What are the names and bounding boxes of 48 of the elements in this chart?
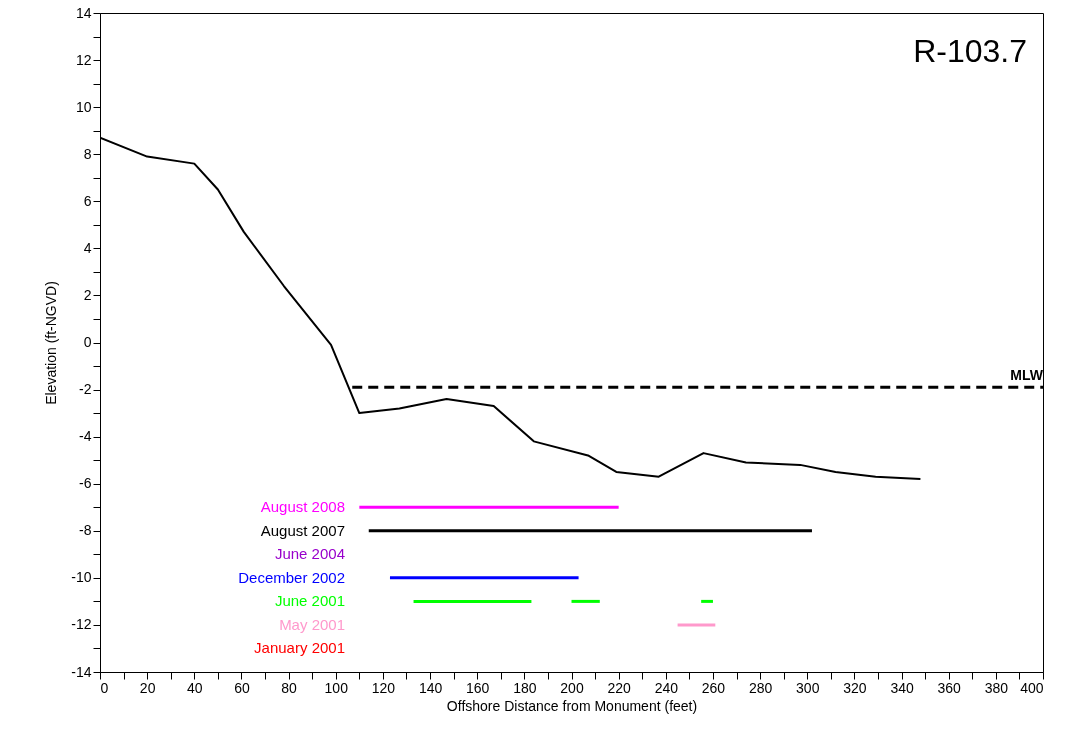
text: June 2001 — [274, 592, 345, 610]
y-tick-label: -6 — [79, 475, 92, 492]
x-tick-label: 160 — [466, 679, 490, 696]
x-tick-label: 240 — [654, 679, 679, 696]
x-tick-label: 280 — [748, 679, 773, 696]
x-tick-label: 320 — [843, 679, 867, 696]
y-tick-label: -12 — [71, 616, 92, 633]
x-tick-label: 60 — [234, 679, 250, 696]
x-tick-label: 400 — [1020, 679, 1044, 696]
x-tick-label: 220 — [607, 679, 632, 696]
x-tick-label: 340 — [890, 679, 914, 696]
y-tick-label: -8 — [79, 522, 92, 539]
y-tick-label: 10 — [75, 98, 92, 115]
x-tick-label: 80 — [281, 679, 298, 696]
x-tick-label: 300 — [796, 679, 820, 696]
x-axis-title: Offshore Distance from Monument (feet) — [446, 697, 698, 714]
x-tick-label: 200 — [560, 679, 584, 696]
x-tick-label: 0 — [100, 679, 109, 696]
y-tick-label: 4 — [83, 239, 92, 256]
y-tick-label: 2 — [83, 286, 92, 303]
y-tick-label: -14 — [71, 663, 92, 680]
line-series — [100, 136, 922, 481]
y-axis-title: Elevation (ft-NGVD) — [43, 281, 60, 405]
y-tick-label: 14 — [75, 4, 92, 21]
x-tick-label: 180 — [513, 679, 537, 696]
y-tick-label: -10 — [71, 569, 92, 586]
y-tick-label: -4 — [79, 428, 92, 445]
x-tick-label: 40 — [187, 679, 203, 696]
y-tick-label: -2 — [79, 381, 92, 398]
annotation: R-103.7 — [913, 33, 1027, 69]
y-tick-label: 8 — [83, 145, 92, 162]
series-label: August 2008 — [260, 498, 345, 516]
x-tick-label: 380 — [984, 679, 1009, 696]
x-tick-label: 360 — [937, 679, 962, 696]
text: December 2002 — [238, 568, 345, 586]
y-tick-label: 12 — [75, 51, 92, 68]
text: May 2001 — [279, 615, 345, 633]
x-tick-label: 140 — [418, 679, 443, 696]
x-tick-label: 20 — [139, 679, 156, 696]
x-tick-label: 120 — [371, 679, 396, 696]
legend-label: June 2004 — [274, 545, 345, 563]
series-label: MLW — [1010, 367, 1044, 384]
series-label: August 2007 — [260, 521, 345, 539]
x-tick-label: 100 — [324, 679, 349, 696]
y-tick-label: 6 — [83, 192, 92, 209]
y-tick-label: 0 — [83, 334, 92, 350]
x-tick-label: 260 — [701, 679, 726, 696]
legend-label: January 2001 — [254, 639, 345, 657]
